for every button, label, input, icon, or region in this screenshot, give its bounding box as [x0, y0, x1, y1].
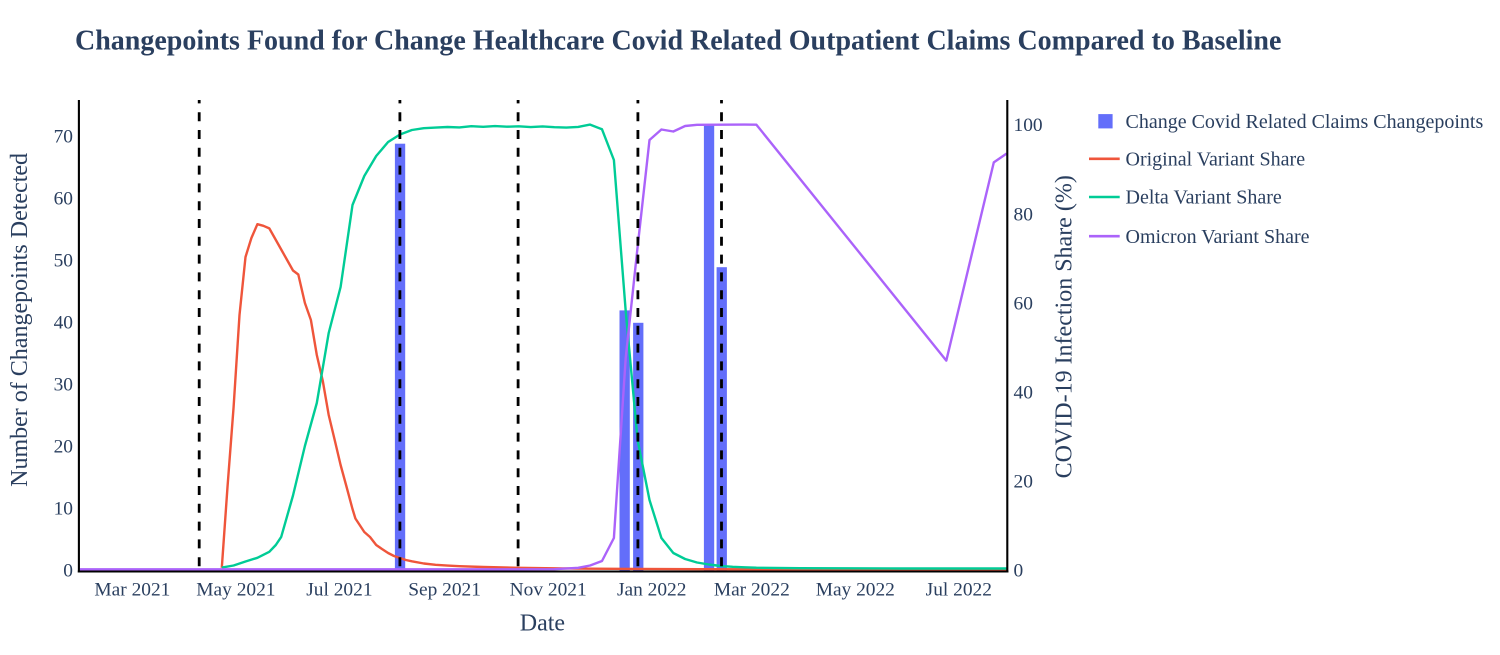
svg-text:Sep 2021: Sep 2021	[408, 579, 481, 600]
svg-text:40: 40	[1014, 383, 1033, 404]
svg-text:60: 60	[54, 189, 73, 210]
svg-text:20: 20	[1014, 472, 1033, 493]
svg-text:40: 40	[54, 313, 73, 334]
svg-text:50: 50	[54, 251, 73, 272]
svg-text:0: 0	[1014, 561, 1024, 582]
svg-text:COVID-19 Infection Share (%): COVID-19 Infection Share (%)	[1052, 175, 1078, 478]
svg-text:60: 60	[1014, 293, 1033, 314]
svg-text:Jul 2021: Jul 2021	[306, 579, 372, 600]
svg-text:May 2022: May 2022	[816, 579, 895, 600]
svg-text:Delta Variant Share: Delta Variant Share	[1126, 187, 1282, 209]
svg-text:Changepoints Found for Change: Changepoints Found for Change Healthcare…	[75, 26, 1281, 57]
svg-text:20: 20	[54, 437, 73, 458]
svg-text:100: 100	[1014, 115, 1043, 136]
svg-text:10: 10	[54, 499, 73, 520]
svg-text:Change Covid Related Claims Ch: Change Covid Related Claims Changepoints	[1126, 111, 1484, 133]
svg-text:80: 80	[1014, 204, 1033, 225]
svg-text:Jul 2022: Jul 2022	[926, 579, 992, 600]
svg-text:Number of Changepoints Detecte: Number of Changepoints Detected	[7, 153, 33, 487]
svg-text:Jan 2022: Jan 2022	[617, 579, 686, 600]
svg-text:May 2021: May 2021	[196, 579, 275, 600]
svg-text:70: 70	[54, 127, 73, 148]
svg-text:Mar 2022: Mar 2022	[714, 579, 790, 600]
svg-text:Date: Date	[520, 610, 565, 636]
svg-text:Original Variant Share: Original Variant Share	[1126, 148, 1306, 170]
svg-text:0: 0	[63, 561, 73, 582]
svg-text:Mar 2021: Mar 2021	[94, 579, 170, 600]
svg-text:Omicron Variant Share: Omicron Variant Share	[1126, 226, 1310, 248]
svg-text:30: 30	[54, 375, 73, 396]
svg-text:Nov 2021: Nov 2021	[510, 579, 587, 600]
